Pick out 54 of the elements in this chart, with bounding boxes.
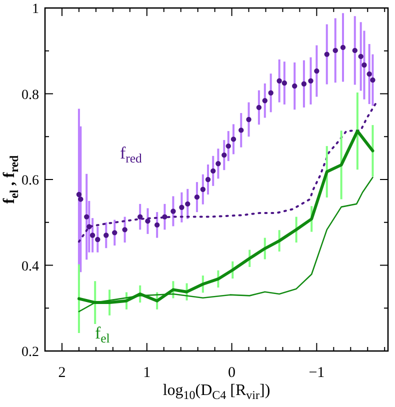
point bbox=[90, 232, 96, 238]
point bbox=[308, 78, 314, 84]
point bbox=[366, 71, 372, 77]
point bbox=[358, 54, 364, 60]
point bbox=[205, 176, 211, 182]
point bbox=[84, 214, 90, 220]
point bbox=[262, 98, 268, 104]
x-tick-label: 0 bbox=[228, 365, 236, 381]
point bbox=[314, 68, 320, 74]
point bbox=[276, 78, 282, 84]
point bbox=[179, 204, 184, 210]
point bbox=[246, 116, 252, 122]
point bbox=[340, 44, 346, 50]
point bbox=[95, 236, 100, 242]
point bbox=[194, 194, 200, 200]
text: f$_{red}$ bbox=[120, 144, 143, 166]
x-tick-label: 1 bbox=[143, 365, 151, 381]
point bbox=[332, 48, 338, 54]
point bbox=[122, 227, 128, 232]
point bbox=[210, 168, 216, 174]
point bbox=[154, 222, 160, 228]
x-axis-title: log$_{10}$(D$_{C4}$ [R$_{vir}$]) bbox=[162, 382, 270, 402]
point bbox=[226, 143, 231, 149]
y-tick-label: 0.8 bbox=[22, 88, 39, 103]
point bbox=[185, 201, 190, 207]
point bbox=[222, 152, 227, 158]
point bbox=[76, 192, 82, 198]
y-tick-label: 0.4 bbox=[22, 259, 39, 274]
point bbox=[112, 230, 118, 236]
point bbox=[230, 136, 236, 142]
point bbox=[170, 208, 176, 214]
point bbox=[104, 232, 109, 238]
point bbox=[362, 62, 367, 68]
point bbox=[78, 196, 84, 202]
line-series bbox=[78, 100, 378, 243]
x-tick-label: −1 bbox=[308, 365, 325, 381]
point bbox=[324, 52, 330, 57]
point bbox=[268, 90, 274, 96]
point bbox=[238, 128, 244, 133]
point bbox=[200, 186, 206, 192]
point bbox=[301, 81, 307, 86]
point bbox=[216, 161, 221, 166]
point bbox=[137, 214, 143, 220]
y-tick-label: 0.2 bbox=[22, 345, 39, 360]
y-tick-label: 0.6 bbox=[22, 174, 39, 188]
point bbox=[256, 104, 262, 110]
y-tick-label: 1 bbox=[32, 2, 39, 17]
point bbox=[282, 80, 288, 86]
series-label: f$_{el}$ bbox=[94, 324, 110, 346]
x-tick-label: 2 bbox=[58, 365, 66, 381]
point bbox=[370, 77, 376, 83]
point bbox=[352, 48, 358, 54]
point bbox=[292, 83, 298, 89]
point bbox=[145, 218, 150, 224]
